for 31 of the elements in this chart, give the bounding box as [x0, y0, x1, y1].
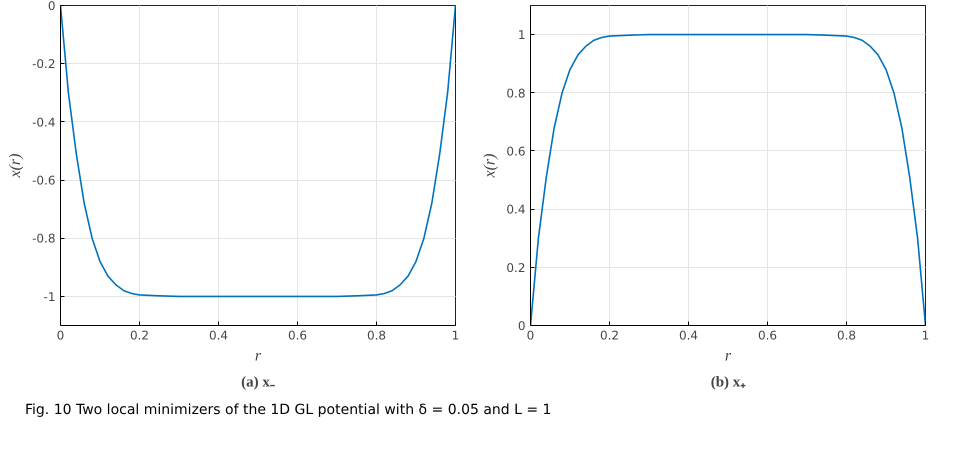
y-tick-label: 0.4 [506, 202, 526, 217]
x-tick-label: 0.6 [288, 328, 308, 342]
y-tick-label: -0.4 [32, 115, 56, 130]
x-tick-label: 0.8 [366, 328, 386, 342]
x-tick-label: 0.2 [130, 328, 150, 342]
y-tick-label: -0.8 [32, 232, 56, 246]
y-axis-title: x(r) [481, 154, 498, 178]
y-tick-label: -0.2 [32, 57, 56, 72]
x-axis-title: r [724, 348, 732, 364]
y-axis-title: x(r) [7, 154, 24, 178]
x-tick-label: 0.4 [208, 328, 228, 342]
y-tick-label: 0.2 [506, 260, 526, 275]
x-tick-label: 0 [526, 328, 534, 342]
x-tick-label: 1 [922, 328, 930, 342]
y-tick-label: 0 [518, 319, 526, 333]
y-tick-label: 0.8 [506, 86, 526, 100]
caption: Fig. 10 Two local minimizers of the 1D GL potential with δ = 0.05 and L = 1 [25, 401, 552, 420]
x-axis-title: r [254, 348, 262, 364]
text: (b) x₊ [710, 374, 746, 390]
x-tick-label: 1 [452, 328, 460, 342]
x-tick-label: 0 [56, 328, 64, 342]
y-tick-label: 0.6 [506, 144, 526, 158]
x-tick-label: 0.8 [836, 328, 856, 342]
x-tick-label: 0.4 [678, 328, 698, 342]
y-tick-label: -1 [44, 290, 56, 304]
text: (a) x₋ [241, 374, 275, 390]
y-tick-label: 1 [518, 28, 526, 42]
y-tick-label: -0.6 [32, 174, 56, 188]
x-tick-label: 0.2 [600, 328, 620, 342]
x-tick-label: 0.6 [758, 328, 778, 342]
y-tick-label: 0 [48, 0, 56, 13]
